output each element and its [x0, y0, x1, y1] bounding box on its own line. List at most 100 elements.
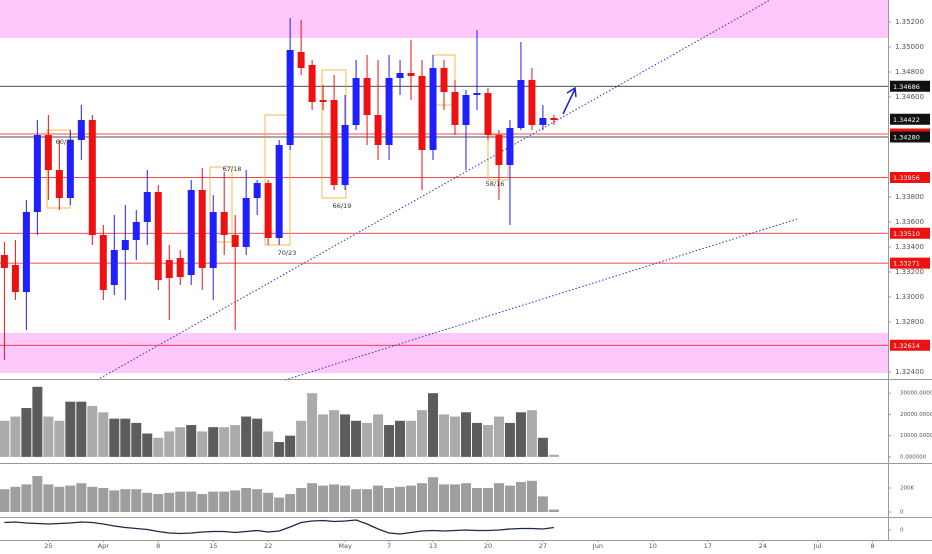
y-tick-label: 1.33800 [895, 193, 924, 201]
volume-bar [32, 386, 43, 457]
candle-body [33, 135, 41, 212]
volume2-bar [109, 490, 120, 513]
candle-body [319, 100, 327, 102]
candle-body [352, 78, 360, 125]
volume-bar [219, 427, 230, 457]
volume2-bar [515, 482, 526, 512]
volume-bar [197, 431, 208, 457]
candle-body [143, 192, 151, 222]
price-label-box [890, 80, 930, 92]
volume-bar [142, 433, 153, 457]
y-tick-label: 0.000000 [900, 454, 927, 460]
volume-bar [230, 425, 241, 457]
candle-body [418, 76, 426, 150]
y-tick-label: 1.34600 [895, 93, 924, 101]
candle-body [242, 198, 250, 247]
zone [0, 333, 888, 373]
y-tick-label: 1.33000 [895, 293, 924, 301]
volume-bar [296, 420, 307, 457]
candle-body [495, 135, 503, 165]
candle-body [308, 65, 316, 102]
x-tick-label: 8 [156, 542, 160, 550]
zones [0, 0, 888, 373]
candle-body [44, 135, 52, 170]
x-tick-label: 7 [387, 542, 391, 550]
volume2-bar [142, 492, 153, 513]
x-tick-label: 22 [264, 542, 272, 550]
volume2-bar [219, 491, 230, 512]
x-tick-label: 15 [209, 542, 217, 550]
x-tick-label: 10 [649, 542, 657, 550]
volume2-bar [471, 488, 482, 513]
volume-bar [241, 416, 252, 457]
volume2-bar [21, 484, 32, 513]
volume-bar [153, 437, 164, 457]
candle-body [187, 190, 195, 275]
price-label: 1.32614 [893, 342, 920, 350]
volume2-bar [230, 490, 241, 513]
arrow-shaft [562, 88, 576, 115]
candle-body [253, 183, 261, 198]
y-tick-label: 1.34800 [895, 68, 924, 76]
candle-body [396, 73, 404, 78]
volume-bar [449, 416, 460, 457]
volume2-bar [186, 491, 197, 512]
volume-bar [548, 454, 559, 457]
volume2-bar [87, 486, 98, 513]
volume2-bar [10, 486, 21, 513]
candle-body [286, 50, 294, 145]
volume2-bar [164, 492, 175, 513]
volume2-bar [406, 485, 417, 512]
candle-body [363, 78, 371, 115]
volume-bar [471, 422, 482, 457]
volume2-bar [439, 484, 449, 513]
volume-bar [54, 420, 65, 457]
candle-body [506, 128, 514, 165]
labels: 1.35200 1.35000 1.34800 1.34600 1.33800 1.336… [44, 18, 932, 550]
candle-body [0, 255, 8, 268]
volume2-bar [329, 484, 340, 513]
candle-body [165, 260, 173, 278]
volume-bar [307, 393, 318, 457]
volume-bar [493, 416, 504, 457]
annotation: 67/18 [223, 165, 242, 173]
price-label: 1.33956 [893, 174, 920, 182]
candle-body [264, 183, 272, 238]
x-tick-label: 8 [871, 542, 875, 550]
candle-body [88, 120, 96, 235]
volume-bar [537, 437, 548, 457]
volume-bar [428, 393, 439, 457]
volume-bar [21, 408, 32, 457]
candle-body [429, 68, 437, 150]
volume-bar [10, 416, 21, 457]
volume2-bar [460, 483, 471, 513]
volume-bar [384, 425, 395, 457]
volume-bar [395, 420, 406, 457]
volume2-bar [428, 477, 439, 513]
volume-bar [406, 420, 417, 457]
volume-bar [65, 401, 76, 457]
price-label-box [890, 339, 930, 351]
candle-body [385, 78, 393, 145]
candle-body [99, 235, 107, 290]
price-label: 1.33271 [893, 260, 920, 268]
volume-bar [263, 431, 274, 457]
volume-bar [515, 412, 526, 457]
candle-body [55, 170, 63, 198]
volume-bar [175, 427, 186, 457]
volume2-bar [285, 494, 296, 513]
candle-body [484, 93, 492, 135]
candle-body [462, 95, 470, 125]
price-label-box [890, 113, 930, 125]
x-tick-label: 24 [759, 542, 767, 550]
x-tick-label: 17 [704, 542, 712, 550]
volume-bar [439, 414, 449, 457]
volume-bar [131, 422, 142, 457]
candle-body [198, 190, 206, 268]
volume-bar [87, 405, 98, 457]
volume2-bar [318, 485, 329, 512]
frame [0, 0, 932, 541]
candle-body [539, 118, 547, 125]
annotation: 66/19 [333, 202, 352, 210]
